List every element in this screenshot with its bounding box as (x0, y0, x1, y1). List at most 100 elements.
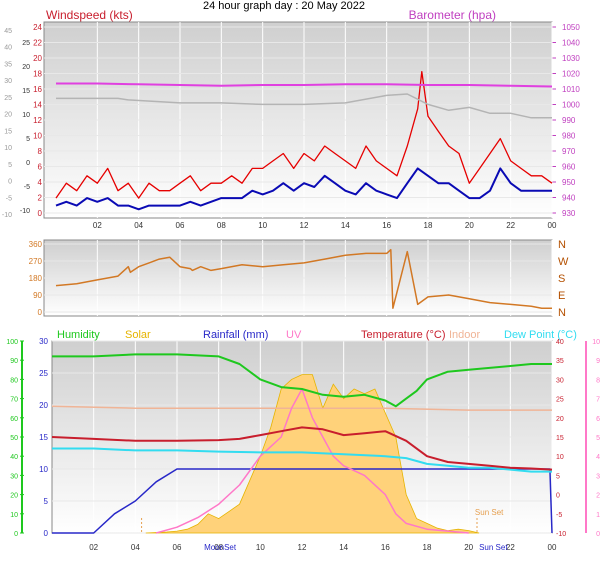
chart-title: 24 hour graph day : 20 May 2022 (203, 0, 365, 12)
rain-y-tick: 0 (44, 529, 49, 538)
x-tick-label: 10 (256, 543, 265, 552)
average-line (55, 167, 552, 211)
x-tick-label: 04 (134, 221, 143, 230)
wind-y-tick: 6 (38, 163, 43, 172)
baro-y-tick: 940 (562, 194, 576, 203)
x-tick-label: 18 (423, 543, 432, 552)
uv-y-tick: 2 (596, 493, 600, 500)
rain-y-tick: 25 (39, 369, 48, 378)
baro-y-tick: 960 (562, 163, 576, 172)
rain-y-tick: 10 (39, 465, 48, 474)
uv-y-tick: 1 (596, 512, 600, 519)
humidity-y-tick: 50 (10, 435, 18, 442)
wind-axes: 02 04 06 08 10 12 14 16 18 20 22 002422201816141210… (2, 23, 580, 230)
wind-grid (44, 22, 553, 218)
wind-y-tick: 20 (33, 54, 42, 63)
baro-y-tick: 1050 (562, 23, 580, 32)
legend-item: Humidity (57, 329, 100, 341)
rain-y-tick: 30 (39, 337, 48, 346)
wind-y-tick: 18 (33, 70, 42, 79)
trend-line (56, 93, 552, 119)
rain-y-tick: 20 (39, 401, 48, 410)
direction-series (55, 248, 552, 309)
wind-series (55, 70, 553, 211)
humidity-y-tick: 0 (14, 531, 18, 538)
mid-y-tick: 10 (22, 112, 30, 119)
x-tick-label: 22 (506, 543, 515, 552)
windspeed-title: Windspeed (kts) (46, 8, 133, 22)
mid-y-tick: 5 (26, 136, 30, 143)
humidity-y-tick: 10 (10, 512, 18, 519)
baro-y-tick: 1040 (562, 39, 580, 48)
x-tick-label: 08 (214, 543, 223, 552)
x-tick-label: 06 (176, 221, 185, 230)
uv-y-tick: 4 (596, 454, 600, 461)
x-tick-label: 02 (93, 221, 102, 230)
temp-y-tick: -5 (556, 512, 562, 519)
uv-y-tick: 5 (596, 435, 600, 442)
baro-y-tick: 930 (562, 209, 576, 218)
humidity-line (52, 353, 552, 408)
far-left-y-tick: -10 (2, 212, 12, 219)
x-tick-label: 14 (339, 543, 348, 552)
temp-line (51, 426, 553, 471)
x-tick-label: 16 (381, 543, 390, 552)
moonset-label: MoonSet (204, 543, 237, 552)
compass-tick: N (558, 239, 566, 251)
sunset-label: Sun Set (479, 543, 508, 552)
humidity-y-tick: 40 (10, 454, 18, 461)
wind-y-tick: 24 (33, 23, 42, 32)
compass-tick: S (558, 273, 565, 285)
far-left-y-tick: 25 (4, 95, 12, 102)
x-tick-label: 18 (424, 221, 433, 230)
x-tick-label: 00 (548, 543, 557, 552)
far-left-y-tick: 15 (4, 128, 12, 135)
legend-item: Solar (125, 329, 151, 341)
x-tick-label: 20 (465, 221, 474, 230)
x-tick-label: 06 (173, 543, 182, 552)
baro-y-tick: 990 (562, 116, 576, 125)
far-left-y-tick: 10 (4, 145, 12, 152)
humidity-y-tick: 60 (10, 416, 18, 423)
rain-y-tick: 15 (39, 433, 48, 442)
direction-line (55, 248, 552, 309)
baro-y-tick: 1010 (562, 85, 580, 94)
mid-y-tick: -10 (20, 208, 30, 215)
x-tick-label: 00 (548, 221, 557, 230)
uv-y-tick: 6 (596, 416, 600, 423)
compass-tick: N (558, 307, 566, 319)
x-tick-label: 12 (300, 221, 309, 230)
mid-y-tick: 20 (22, 64, 30, 71)
uv-y-tick: 9 (596, 358, 600, 365)
wind-y-tick: 22 (33, 39, 42, 48)
uv-y-tick: 7 (596, 397, 600, 404)
far-left-y-tick: 30 (4, 78, 12, 85)
x-tick-label: 14 (341, 221, 350, 230)
windspeed-line (55, 70, 553, 199)
climate-series (51, 353, 553, 534)
mid-y-tick: 0 (26, 160, 30, 167)
temp-y-tick: 5 (556, 473, 560, 480)
compass-tick: E (558, 290, 565, 302)
x-tick-label: 20 (464, 543, 473, 552)
temp-y-tick: 0 (556, 493, 560, 500)
far-left-y-tick: 45 (4, 28, 12, 35)
baro-y-tick: 950 (562, 178, 576, 187)
sunset-label-inner: Sun Set (475, 508, 504, 517)
legend-item: Indoor (449, 329, 481, 341)
wind-y-tick: 8 (38, 147, 43, 156)
temp-y-tick: 15 (556, 435, 564, 442)
climate-axes: 02 04 06 08 10 12 14 16 18 20 22 001009080706050403… (6, 337, 600, 552)
wind-y-tick: 16 (33, 85, 42, 94)
uv-y-tick: 3 (596, 473, 600, 480)
far-left-y-tick: -5 (6, 195, 12, 202)
temp-y-tick: -10 (556, 531, 566, 538)
humidity-y-tick: 70 (10, 397, 18, 404)
rain-line (52, 468, 553, 534)
wind-y-tick: 12 (33, 116, 42, 125)
x-tick-label: 16 (382, 221, 391, 230)
climate-legend: Humidity Solar Rainfall (mm) UV Temperature … (57, 329, 577, 341)
barometer-line (56, 82, 553, 88)
uv-line (155, 388, 469, 534)
